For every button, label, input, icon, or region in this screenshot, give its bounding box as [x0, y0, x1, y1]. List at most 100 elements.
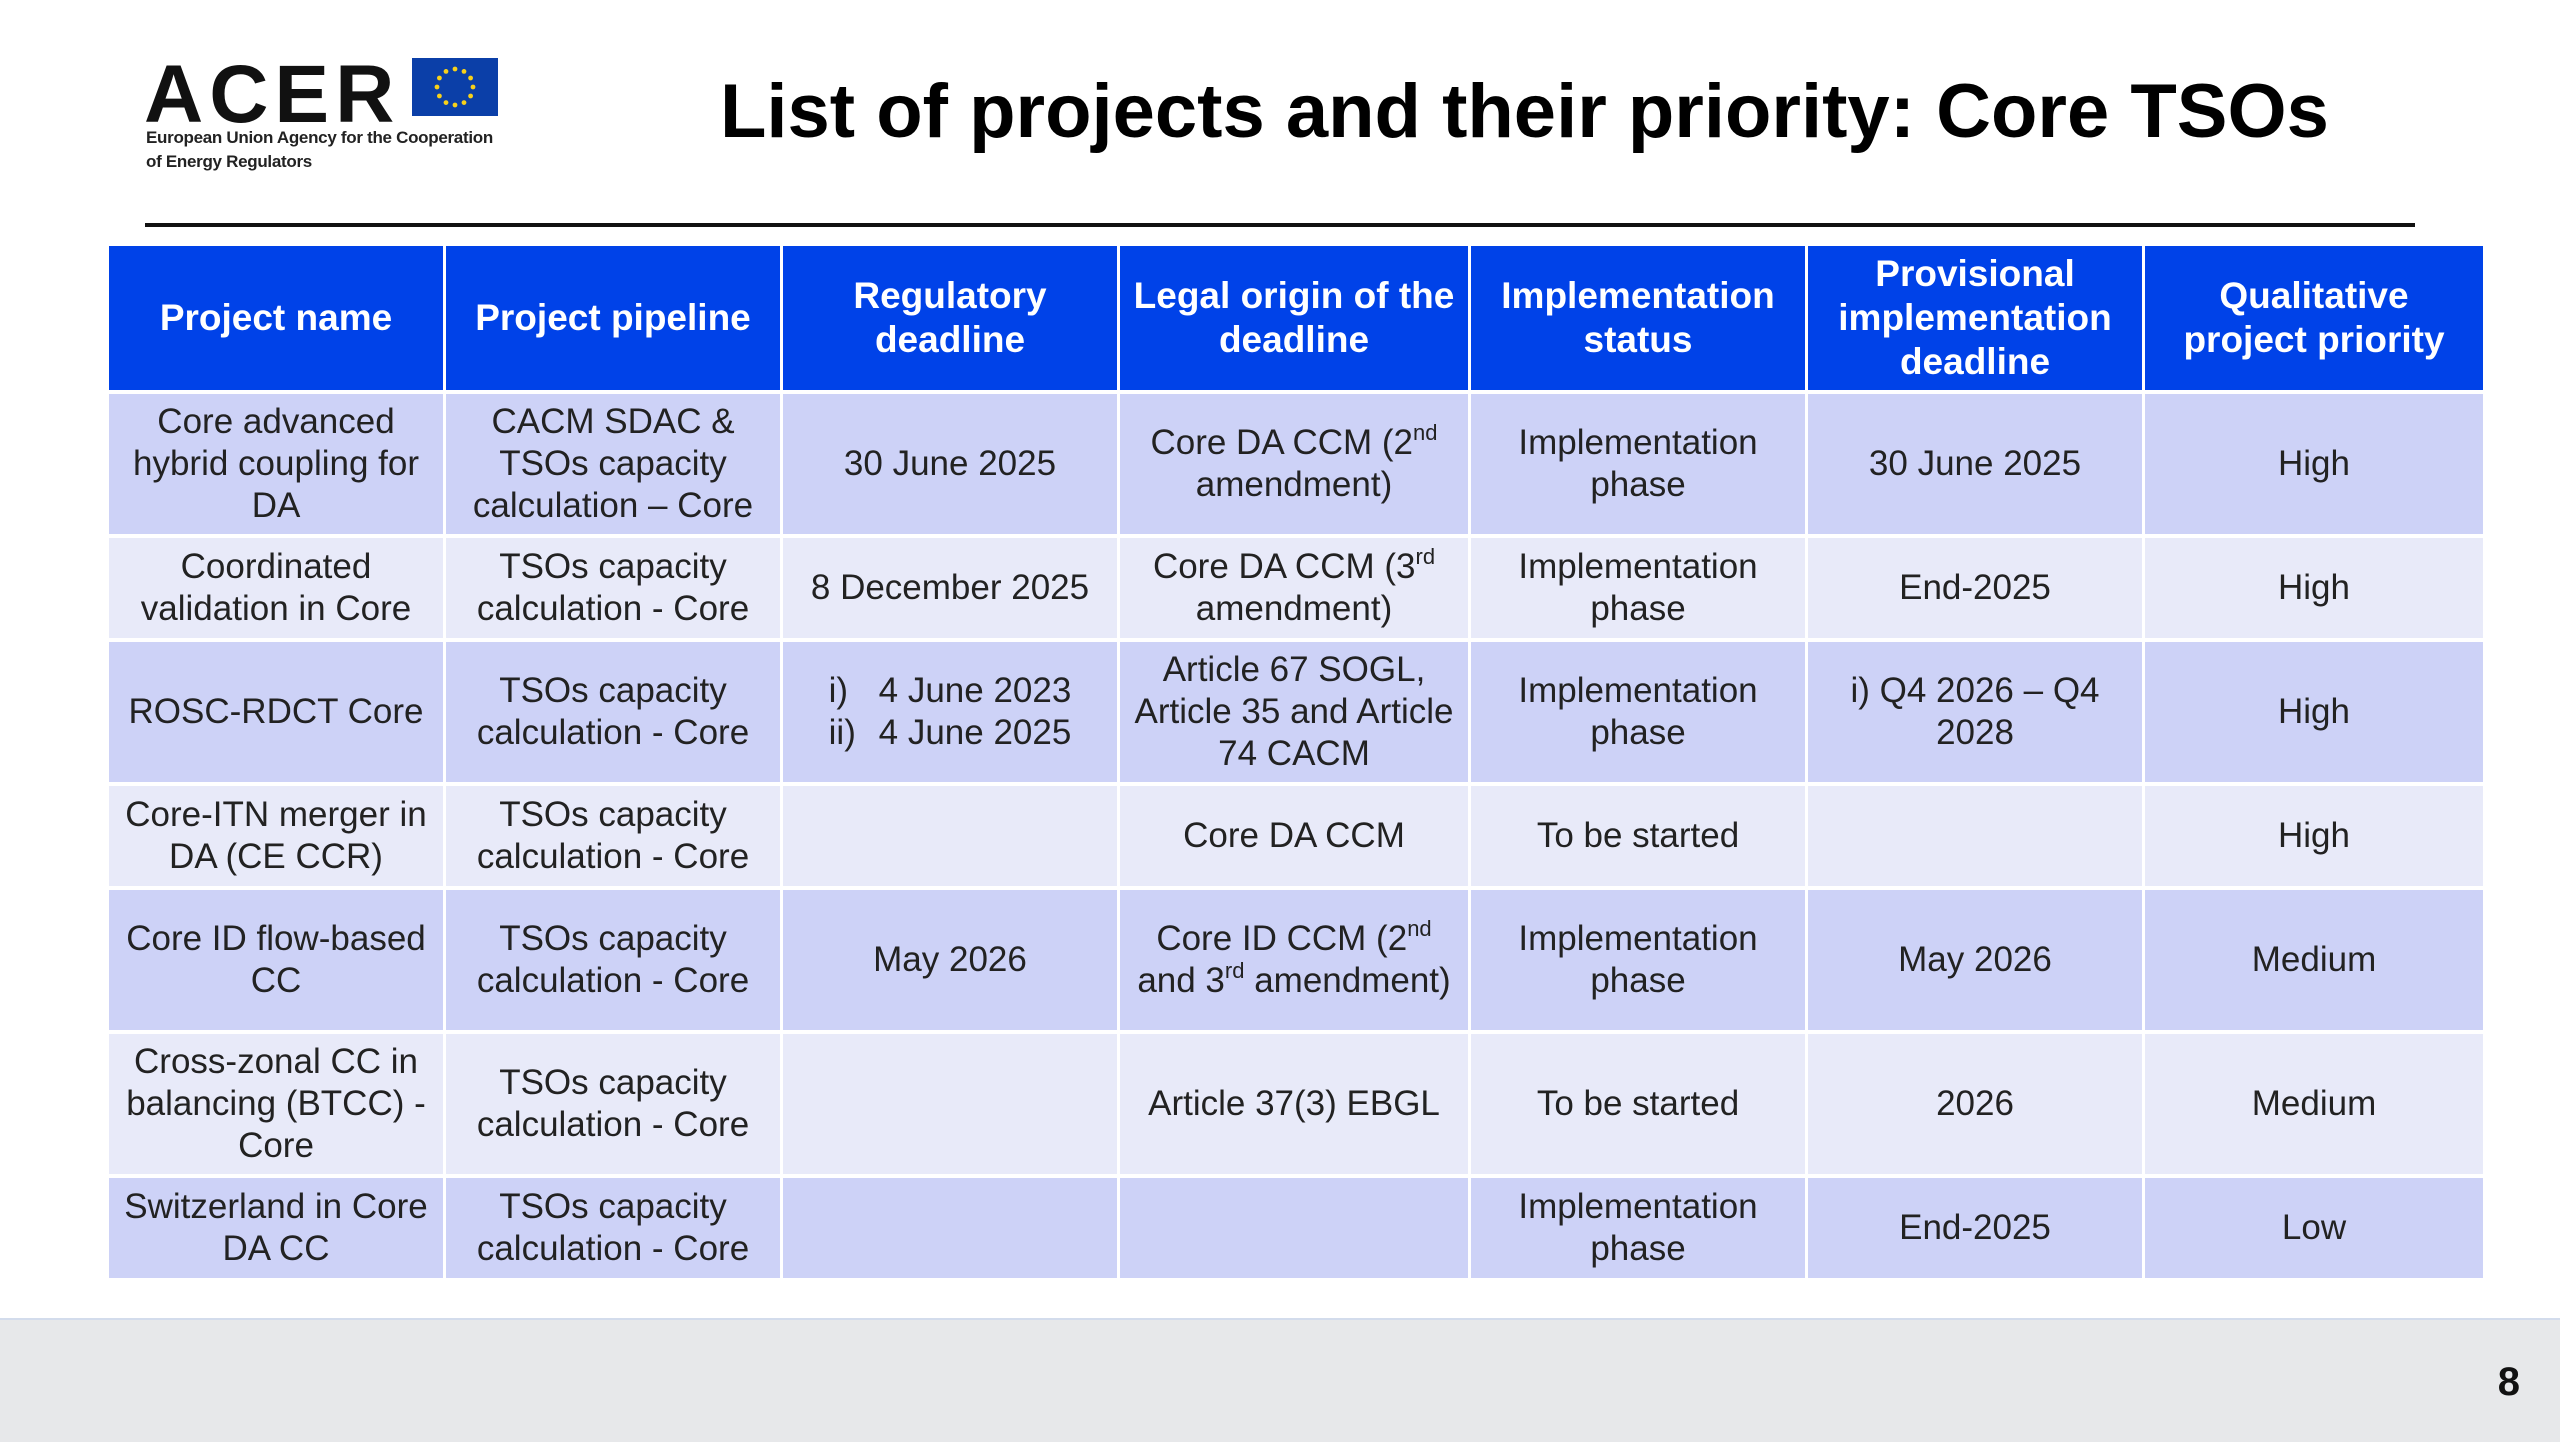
cell-status: Implementation phase: [1471, 1178, 1805, 1282]
table-row: Cross-zonal CC in balancing (BTCC) - Cor…: [109, 1034, 2483, 1178]
origin-after: amendment): [1195, 465, 1393, 504]
cell-deadline: [783, 786, 1117, 890]
table-row: ROSC-RDCT Core TSOs capacity calculation…: [109, 642, 2483, 786]
cell-status: Implementation phase: [1471, 890, 1805, 1034]
origin-after: amendment): [1195, 589, 1393, 628]
cell-legal-origin: Article 67 SOGL, Article 35 and Article …: [1120, 642, 1468, 786]
cell-status: To be started: [1471, 1034, 1805, 1178]
eu-star-icon: [461, 100, 467, 105]
origin-sup: rd: [1415, 544, 1436, 569]
cell-legal-origin: Core DA CCM (2nd amendment): [1120, 394, 1468, 538]
cell-deadline: 8 December 2025: [783, 538, 1117, 642]
list-number: ii): [828, 713, 856, 752]
cell-provisional: End-2025: [1808, 538, 2142, 642]
cell-pipeline: TSOs capacity calculation - Core: [446, 642, 780, 786]
projects-table-container: Project name Project pipeline Regulatory…: [109, 246, 2483, 1282]
cell-pipeline: CACM SDAC & TSOs capacity calculation – …: [446, 394, 780, 538]
cell-pipeline: TSOs capacity calculation - Core: [446, 1178, 780, 1282]
slide: ACER European Union Agency for the Coope…: [109, 49, 2483, 1282]
cell-project-name: Cross-zonal CC in balancing (BTCC) - Cor…: [109, 1034, 443, 1178]
page-number: 8: [2497, 1360, 2520, 1404]
footer-bar: 8: [0, 1318, 2560, 1442]
cell-priority: Low: [2145, 1178, 2483, 1282]
cell-provisional: i) Q4 2026 – Q4 2028: [1808, 642, 2142, 786]
cell-project-name: Core ID flow-based CC: [109, 890, 443, 1034]
table-row: Core-ITN merger in DA (CE CCR) TSOs capa…: [109, 786, 2483, 890]
eu-flag-icon: [412, 58, 498, 116]
table-row: Switzerland in Core DA CC TSOs capacity …: [109, 1178, 2483, 1282]
header-regulatory-deadline: Regulatory deadline: [783, 246, 1117, 394]
cell-pipeline: TSOs capacity calculation - Core: [446, 538, 780, 642]
page-title: List of projects and their priority: Cor…: [720, 69, 2329, 154]
projects-table: Project name Project pipeline Regulatory…: [106, 246, 2486, 1282]
list-number: i): [828, 671, 849, 710]
deadline-list-item: i) 4 June 2023: [829, 670, 1072, 712]
origin-sup: rd: [1224, 958, 1245, 983]
origin-text: and 3: [1137, 961, 1225, 1000]
list-text: 4 June 2025: [878, 713, 1072, 752]
header-implementation-status: Implementation status: [1471, 246, 1805, 394]
eu-star-icon: [461, 69, 467, 74]
cell-priority: High: [2145, 642, 2483, 786]
logo-wordmark: ACER: [144, 49, 401, 140]
eu-star-icon: [468, 75, 473, 81]
cell-project-name: Coordinated validation in Core: [109, 538, 443, 642]
table-row: Core ID flow-based CC TSOs capacity calc…: [109, 890, 2483, 1034]
list-text: 4 June 2023: [878, 671, 1072, 710]
cell-provisional: [1808, 786, 2142, 890]
cell-priority: High: [2145, 394, 2483, 538]
cell-deadline: [783, 1034, 1117, 1178]
table-row: Coordinated validation in Core TSOs capa…: [109, 538, 2483, 642]
cell-provisional: May 2026: [1808, 890, 2142, 1034]
cell-deadline: 30 June 2025: [783, 394, 1117, 538]
origin-text: Core DA CCM (2: [1150, 423, 1414, 462]
cell-priority: Medium: [2145, 890, 2483, 1034]
cell-project-name: Core-ITN merger in DA (CE CCR): [109, 786, 443, 890]
origin-text: Core ID CCM (2: [1156, 919, 1408, 958]
table-row: Core advanced hybrid coupling for DA CAC…: [109, 394, 2483, 538]
cell-pipeline: TSOs capacity calculation - Core: [446, 890, 780, 1034]
cell-deadline: May 2026: [783, 890, 1117, 1034]
cell-priority: High: [2145, 786, 2483, 890]
cell-deadline: i) 4 June 2023 ii) 4 June 2025: [783, 642, 1117, 786]
origin-text: Core DA CCM (3: [1152, 547, 1416, 586]
cell-status: Implementation phase: [1471, 642, 1805, 786]
logo-subtitle-line1: European Union Agency for the Cooperatio…: [146, 128, 493, 147]
eu-star-icon: [443, 69, 449, 74]
cell-deadline: [783, 1178, 1117, 1282]
deadline-list-item: ii) 4 June 2025: [829, 712, 1072, 754]
cell-project-name: Switzerland in Core DA CC: [109, 1178, 443, 1282]
header-project-name: Project name: [109, 246, 443, 394]
logo-subtitle: European Union Agency for the Cooperatio…: [146, 126, 516, 174]
acer-logo: ACER European Union Agency for the Coope…: [144, 50, 504, 180]
header-legal-origin: Legal origin of the deadline: [1120, 246, 1468, 394]
cell-priority: High: [2145, 538, 2483, 642]
eu-star-icon: [452, 66, 458, 72]
eu-star-icon: [437, 93, 442, 99]
eu-star-icon: [468, 93, 473, 99]
header-project-pipeline: Project pipeline: [446, 246, 780, 394]
eu-star-icon: [443, 100, 449, 105]
header-provisional-deadline: Provisional implementation deadline: [1808, 246, 2142, 394]
cell-pipeline: TSOs capacity calculation - Core: [446, 1034, 780, 1178]
origin-sup: nd: [1407, 916, 1432, 941]
header-priority: Qualitative project priority: [2145, 246, 2483, 394]
cell-provisional: 2026: [1808, 1034, 2142, 1178]
cell-status: Implementation phase: [1471, 394, 1805, 538]
eu-star-icon: [452, 102, 458, 108]
eu-star-icon: [470, 84, 476, 90]
cell-status: To be started: [1471, 786, 1805, 890]
deadline-list: i) 4 June 2023 ii) 4 June 2025: [829, 670, 1072, 754]
cell-legal-origin: Core DA CCM (3rd amendment): [1120, 538, 1468, 642]
table-header-row: Project name Project pipeline Regulatory…: [109, 246, 2483, 394]
eu-star-icon: [437, 75, 442, 81]
cell-project-name: ROSC-RDCT Core: [109, 642, 443, 786]
cell-priority: Medium: [2145, 1034, 2483, 1178]
cell-legal-origin: Core ID CCM (2nd and 3rd amendment): [1120, 890, 1468, 1034]
cell-pipeline: TSOs capacity calculation - Core: [446, 786, 780, 890]
logo-subtitle-line2: of Energy Regulators: [146, 152, 312, 171]
title-divider: [145, 223, 2415, 227]
cell-legal-origin: [1120, 1178, 1468, 1282]
cell-provisional: 30 June 2025: [1808, 394, 2142, 538]
cell-provisional: End-2025: [1808, 1178, 2142, 1282]
